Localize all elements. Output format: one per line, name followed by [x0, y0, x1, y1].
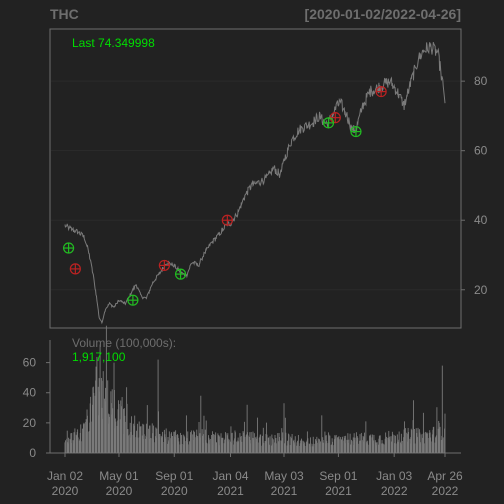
x-tick-year-label: 2022 — [432, 484, 459, 498]
x-tick-label: Jan 04 — [212, 469, 248, 483]
x-tick-year-label: 2020 — [161, 484, 188, 498]
volume-bars — [64, 325, 446, 453]
price-y-tick-label: 20 — [474, 283, 488, 297]
x-tick-label: Jan 03 — [376, 469, 412, 483]
x-tick-year-label: 2021 — [271, 484, 298, 498]
x-tick-label: Sep 01 — [155, 469, 193, 483]
sell-signal-marker — [329, 112, 341, 124]
price-panel-frame — [49, 28, 462, 329]
volume-y-tick-label: 20 — [23, 416, 37, 430]
x-tick-label: Jan 02 — [47, 469, 83, 483]
date-range-title: [2020-01-02/2022-04-26] — [305, 6, 461, 22]
volume-y-tick-label: 0 — [29, 446, 36, 460]
price-y-axis: 20 40 60 80 — [461, 74, 488, 297]
symbol-title: THC — [50, 6, 79, 22]
x-tick-year-label: 2020 — [106, 484, 133, 498]
sell-signal-marker — [221, 214, 233, 226]
last-price-label: Last 74.349998 — [72, 36, 155, 50]
x-tick-year-label: 2021 — [217, 484, 244, 498]
x-tick-label: May 03 — [264, 469, 304, 483]
x-tick-label: May 01 — [99, 469, 139, 483]
price-panel: 20 40 60 80 Last 74.349998 — [49, 28, 488, 329]
buy-signal-marker — [350, 125, 362, 138]
x-tick-year-label: 2022 — [381, 484, 408, 498]
buy-signal-marker — [62, 242, 75, 254]
sell-signal-marker — [375, 85, 387, 98]
volume-y-tick-label: 40 — [23, 386, 37, 400]
sell-signal-marker — [69, 263, 81, 275]
volume-label: Volume (100,000s): — [72, 336, 176, 350]
price-y-tick-label: 80 — [474, 74, 488, 88]
price-y-tick-label: 60 — [474, 144, 488, 158]
x-tick-label: Apr 26 — [427, 469, 463, 483]
volume-y-axis: 0 20 40 60 — [23, 340, 51, 460]
x-tick-year-label: 2021 — [325, 484, 352, 498]
x-tick-label: Sep 01 — [319, 469, 357, 483]
volume-last-value: 1,917,100 — [72, 350, 126, 364]
price-y-tick-label: 40 — [474, 213, 488, 227]
volume-panel: 0 20 40 60 Volume (100,000s): 1,917,100 — [23, 325, 461, 460]
volume-y-tick-label: 60 — [23, 356, 37, 370]
buy-signal-marker — [127, 294, 139, 306]
buy-signal-marker — [322, 117, 335, 129]
signal-markers — [62, 85, 387, 306]
buy-signal-marker — [174, 268, 187, 280]
sell-signal-marker — [158, 259, 170, 272]
x-tick-year-label: 2020 — [52, 484, 79, 498]
